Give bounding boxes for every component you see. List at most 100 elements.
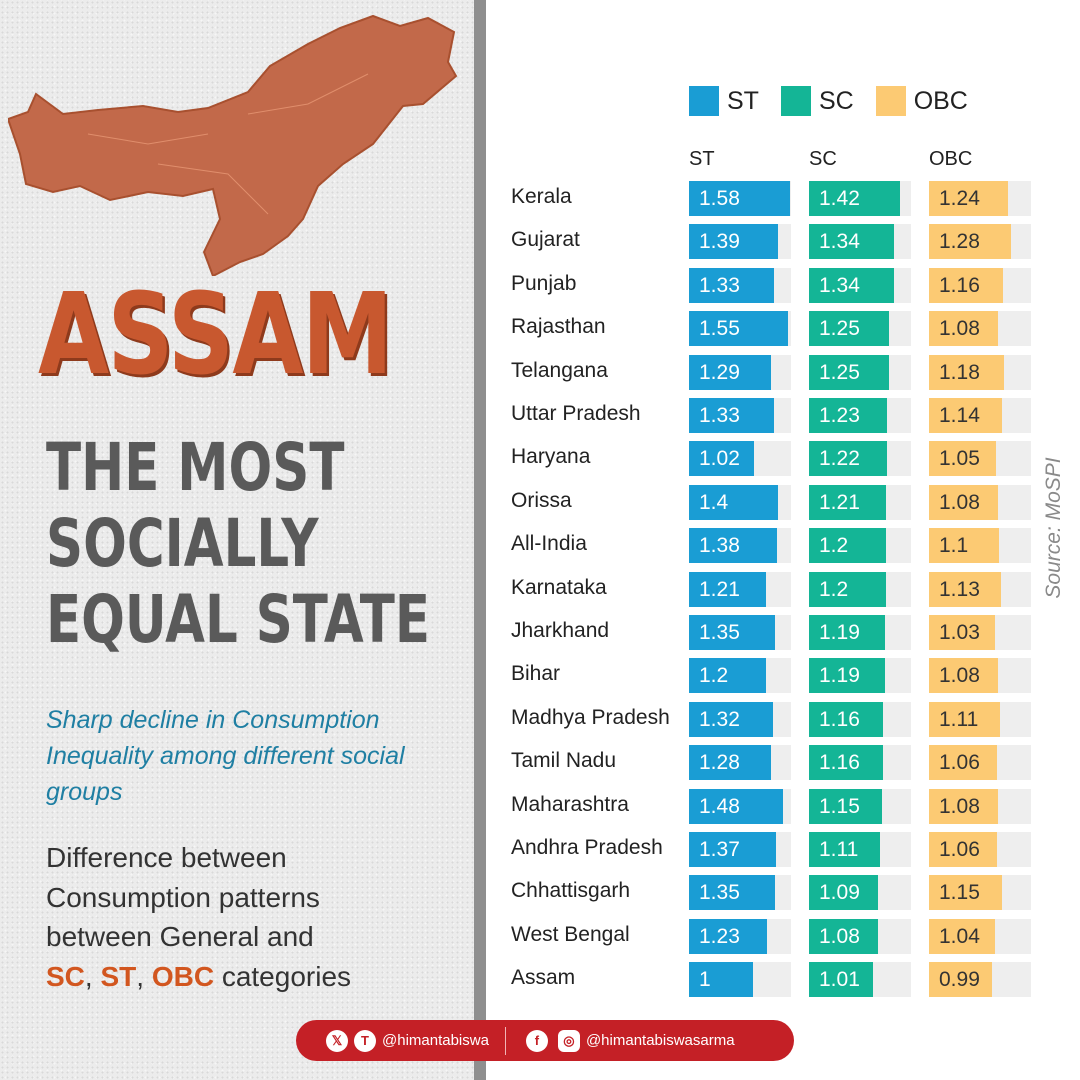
bar-obc	[929, 224, 1011, 260]
bar-obc	[929, 962, 993, 998]
panel-divider	[474, 0, 486, 1080]
bar-value-obc: 1.04	[939, 924, 980, 948]
x-icon[interactable]: 𝕏	[326, 1029, 348, 1052]
st-highlight: ST	[100, 960, 137, 992]
bar-value-st: 1.29	[699, 360, 740, 384]
bar-value-sc: 1.2	[819, 577, 849, 601]
state-label: All-India	[511, 532, 587, 556]
bar-value-obc: 1.16	[939, 273, 980, 297]
bar-st	[689, 354, 772, 390]
bar-sc	[809, 354, 889, 390]
bar-value-st: 1.21	[699, 577, 740, 601]
bar-value-sc: 1.25	[819, 360, 860, 384]
bar-value-sc: 1.25	[819, 317, 860, 341]
bar-obc	[929, 658, 998, 694]
legend-swatch-st	[689, 86, 719, 116]
bar-value-sc: 1.19	[819, 664, 860, 688]
bar-value-st: 1.35	[699, 621, 740, 644]
bar-value-obc: 1.24	[939, 187, 980, 210]
bar-value-sc: 1.08	[819, 924, 860, 948]
social-handle-2[interactable]: @himantabiswasarma	[585, 1032, 735, 1049]
legend-label-st: ST	[727, 86, 759, 115]
chart-legend: ST SC OBC	[689, 86, 990, 116]
description-line-1: Difference between	[46, 842, 287, 873]
bar-st	[689, 441, 755, 477]
bar-value-obc: 1.03	[939, 621, 980, 644]
column-header-st: ST	[689, 148, 715, 170]
state-label: Karnataka	[511, 575, 607, 599]
bar-value-st: 1.39	[699, 230, 740, 254]
state-label: Orissa	[511, 488, 572, 512]
bar-value-obc: 1.08	[939, 664, 980, 688]
column-header-obc: OBC	[929, 148, 973, 170]
categories-text: categories	[214, 960, 352, 992]
bar-value-obc: 1.08	[939, 794, 980, 818]
bar-value-obc: 1.11	[939, 707, 979, 731]
sc-highlight: SC	[46, 960, 85, 992]
bar-value-sc: 1.23	[819, 404, 860, 427]
bar-st	[689, 311, 788, 347]
headline-line-1: THE MOST	[46, 429, 345, 506]
bar-value-st: 1.33	[699, 273, 740, 297]
bar-sc	[809, 441, 887, 477]
bar-value-st: 1.02	[699, 447, 740, 471]
bar-st	[689, 224, 778, 260]
headline: THE MOST SOCIALLY EQUAL STATE	[46, 430, 452, 658]
bar-value-obc: 1.08	[939, 490, 980, 514]
bar-value-sc: 1.22	[819, 447, 860, 471]
bar-obc	[929, 398, 1002, 433]
description: Difference between Consumption patterns …	[46, 838, 466, 996]
bar-value-obc: 1.13	[939, 577, 980, 601]
bar-value-sc: 1.01	[819, 968, 860, 992]
bar-obc	[929, 484, 998, 520]
social-handle-1[interactable]: @himantabiswa	[382, 1032, 489, 1049]
facebook-icon[interactable]: f	[525, 1029, 548, 1052]
bar-value-obc: 1.18	[939, 360, 980, 384]
bar-sc	[809, 658, 885, 694]
legend-item-st: ST	[689, 86, 759, 116]
headline-line-2: SOCIALLY	[46, 505, 319, 582]
bar-sc	[809, 181, 900, 216]
bar-value-st: 1.28	[699, 751, 740, 775]
bar-value-sc: 1.2	[819, 534, 849, 558]
source-note: Source: MoSPI	[1042, 457, 1065, 599]
bar-value-obc: 1.06	[939, 751, 980, 775]
bar-st	[689, 832, 777, 867]
state-label: West Bengal	[511, 922, 630, 946]
bar-st	[689, 658, 766, 694]
instagram-icon[interactable]: ◎	[557, 1029, 580, 1052]
bar-obc	[929, 267, 1003, 303]
bar-obc	[929, 354, 1005, 390]
bar-sc	[809, 398, 888, 433]
koo-icon[interactable]: T	[354, 1029, 376, 1052]
state-label: Punjab	[511, 271, 577, 295]
state-label: Tamil Nadu	[511, 749, 617, 773]
bar-sc	[809, 875, 879, 911]
bar-value-sc: 1.15	[819, 794, 860, 818]
bar-value-st: 1.4	[699, 490, 729, 514]
bar-value-st: 1.23	[699, 924, 740, 948]
description-line-3: between General and	[46, 921, 314, 952]
description-line-4: SC, ST, OBC categories	[46, 957, 466, 997]
bar-obc	[929, 441, 996, 477]
state-label: Gujarat	[511, 228, 580, 252]
legend-item-obc: OBC	[875, 86, 968, 116]
assam-map-icon	[8, 14, 458, 276]
bar-obc	[929, 615, 995, 650]
bar-st	[689, 615, 776, 650]
bar-sc	[809, 311, 889, 347]
bar-st	[689, 398, 774, 433]
bar-obc	[929, 571, 1002, 607]
social-footer: 𝕏 T @himantabiswa f ◎ @himantabiswasarma	[296, 1020, 794, 1061]
legend-label-sc: SC	[818, 86, 854, 115]
bar-sc	[809, 701, 883, 737]
bar-sc	[809, 224, 895, 260]
state-label: Madhya Pradesh	[511, 705, 670, 729]
bar-st	[689, 571, 767, 607]
bar-value-st: 1.33	[699, 404, 740, 427]
legend-swatch-sc	[780, 86, 811, 116]
bar-sc	[809, 745, 883, 781]
bar-obc	[929, 875, 1003, 911]
state-label: Uttar Pradesh	[511, 402, 641, 425]
legend-swatch-obc	[875, 86, 906, 116]
